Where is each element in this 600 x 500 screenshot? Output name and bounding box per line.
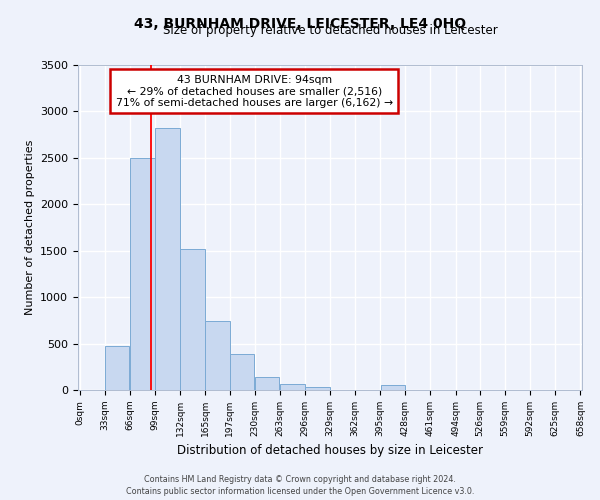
Bar [280, 384, 305, 390]
Title: Size of property relative to detached houses in Leicester: Size of property relative to detached ho… [163, 24, 497, 38]
X-axis label: Distribution of detached houses by size in Leicester: Distribution of detached houses by size … [177, 444, 483, 458]
Bar [105, 346, 130, 390]
Bar [305, 387, 329, 390]
Y-axis label: Number of detached properties: Number of detached properties [25, 140, 35, 315]
Bar [230, 354, 254, 390]
Bar [130, 158, 155, 390]
Text: 43, BURNHAM DRIVE, LEICESTER, LE4 0HQ: 43, BURNHAM DRIVE, LEICESTER, LE4 0HQ [134, 18, 466, 32]
Text: 43 BURNHAM DRIVE: 94sqm
← 29% of detached houses are smaller (2,516)
71% of semi: 43 BURNHAM DRIVE: 94sqm ← 29% of detache… [116, 74, 393, 108]
Text: Contains HM Land Registry data © Crown copyright and database right 2024.
Contai: Contains HM Land Registry data © Crown c… [126, 475, 474, 496]
Bar [155, 128, 180, 390]
Bar [380, 385, 405, 390]
Bar [181, 249, 205, 390]
Bar [255, 376, 280, 390]
Bar [205, 322, 230, 390]
